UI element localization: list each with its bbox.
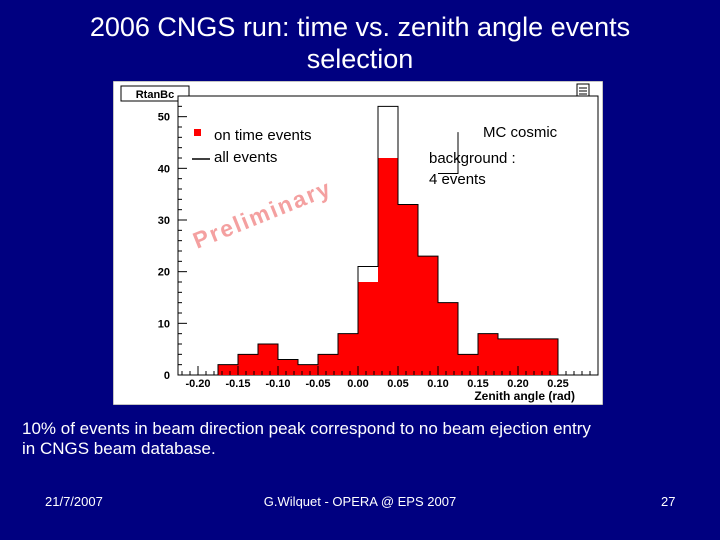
annotation-line1: MC cosmic <box>483 124 558 141</box>
legend-all-label: all events <box>214 149 277 166</box>
all-events-outline <box>178 105 598 376</box>
legend-ontime-swatch <box>194 129 201 136</box>
x-tick-label: 0.00 <box>347 378 368 390</box>
x-tick-label: -0.10 <box>265 378 290 390</box>
y-tick-label: 10 <box>158 318 170 330</box>
footer-page-number: 27 <box>661 494 676 509</box>
histogram-bar <box>278 359 298 375</box>
y-tick-label: 50 <box>158 112 170 124</box>
footer-author: G.Wilquet - OPERA @ EPS 2007 <box>263 494 457 509</box>
histogram-bar <box>378 158 398 375</box>
histogram-chart: RtanBc 0 10 20 30 40 50 -0.20 -0.15 -0.10 -0.05 0.… <box>112 80 604 406</box>
histogram-bar <box>538 338 558 375</box>
annotation-line2: background : <box>429 150 516 167</box>
y-tick-label: 30 <box>158 215 170 227</box>
histogram-bar <box>298 364 318 375</box>
x-axis-label: Zenith angle (rad) <box>474 389 575 403</box>
histogram-bar <box>458 354 478 375</box>
y-tick-label: 20 <box>158 267 170 279</box>
histogram-bar <box>238 354 258 375</box>
histogram-bar <box>418 256 438 375</box>
histogram-bar <box>358 282 378 375</box>
legend-ontime-label: on time events <box>214 127 312 144</box>
histogram-bar <box>318 354 338 375</box>
histogram-bar <box>258 344 278 375</box>
canvas-title: RtanBc <box>136 89 175 101</box>
x-tick-label: -0.05 <box>305 378 330 390</box>
x-tick-label: 0.05 <box>387 378 408 390</box>
histogram-bar <box>478 333 498 375</box>
histogram-panel: RtanBc 0 10 20 30 40 50 -0.20 -0.15 -0.10 -0.05 0.… <box>112 80 604 406</box>
histogram-bar <box>518 338 538 375</box>
x-tick-label: 0.10 <box>427 378 448 390</box>
caption: 10% of events in beam direction peak cor… <box>22 419 702 459</box>
annotation-pointer <box>438 132 459 174</box>
histogram-bar <box>338 333 358 375</box>
caption-line1: 10% of events in beam direction peak cor… <box>22 419 591 438</box>
x-tick-label: -0.15 <box>225 378 250 390</box>
x-tick-label: 0.15 <box>467 378 488 390</box>
footer-date: 21/7/2007 <box>45 494 103 509</box>
x-tick-label: 0.25 <box>547 378 568 390</box>
annotation-line3: 4 events <box>429 171 486 188</box>
y-tick-label: 40 <box>158 163 170 175</box>
histogram-bar <box>398 204 418 375</box>
slide-title-line1: 2006 CNGS run: time vs. zenith angle eve… <box>89 12 631 42</box>
slide-title-line2: selection <box>306 44 414 74</box>
histogram-bar <box>218 364 238 375</box>
x-tick-label: -0.20 <box>185 378 210 390</box>
histogram-bar <box>498 338 518 375</box>
histogram-bar <box>438 302 458 375</box>
caption-line2: in CNGS beam database. <box>22 439 216 458</box>
canvas-title-box <box>120 85 190 102</box>
y-tick-label: 0 <box>164 370 170 382</box>
x-tick-label: 0.20 <box>507 378 528 390</box>
